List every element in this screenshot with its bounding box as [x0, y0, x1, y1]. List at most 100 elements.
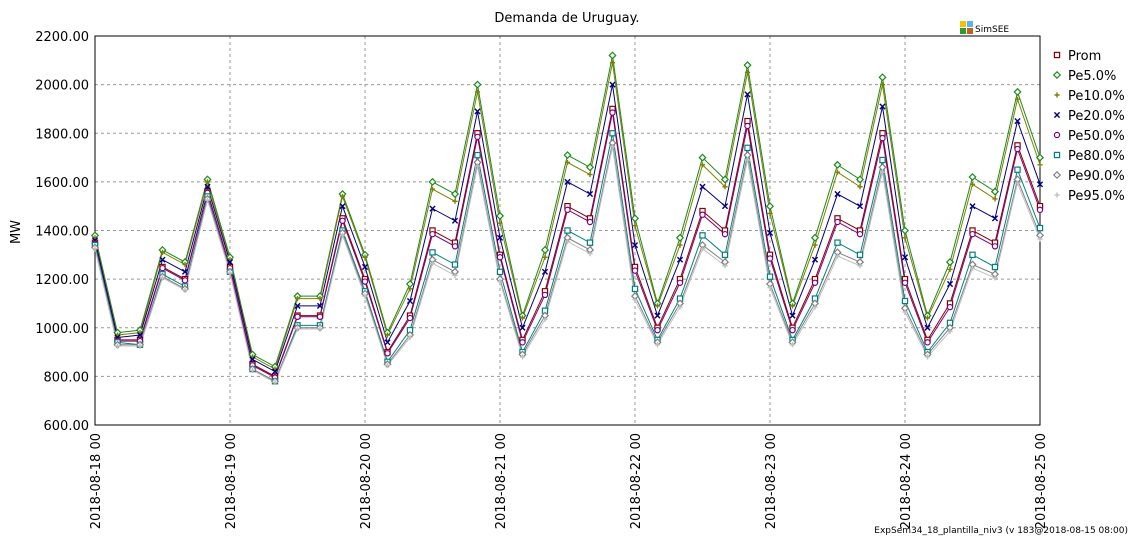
marker [587, 250, 593, 257]
marker [585, 163, 595, 172]
marker [316, 302, 324, 309]
marker [676, 279, 684, 286]
series-line [94, 62, 1041, 370]
marker [1054, 192, 1060, 198]
marker [1052, 70, 1062, 80]
marker [947, 266, 953, 272]
marker [294, 302, 301, 309]
marker [766, 229, 774, 237]
y-tick-label: 800.00 [44, 370, 90, 385]
marker [159, 264, 166, 272]
marker [451, 217, 459, 224]
marker [834, 253, 841, 259]
marker [722, 184, 728, 190]
marker [564, 227, 571, 234]
logo-icon [967, 28, 973, 34]
marker [564, 206, 571, 214]
legend-label: Pe80.0% [1068, 149, 1125, 164]
marker [384, 339, 391, 346]
marker [631, 267, 639, 274]
marker [902, 309, 908, 315]
marker [744, 91, 751, 98]
marker [429, 230, 436, 238]
marker [451, 243, 459, 250]
marker [699, 162, 706, 168]
marker [136, 331, 144, 339]
marker [699, 211, 706, 218]
footer: ExpSem34_18_plantilla_niv3 (v 183@2018-0… [874, 526, 1128, 536]
marker [339, 193, 346, 200]
marker [630, 214, 640, 223]
legend-label: Pe5.0% [1068, 69, 1116, 84]
marker [856, 230, 864, 238]
marker [654, 312, 661, 319]
y-tick-label: 1200.00 [35, 273, 89, 288]
marker [654, 303, 661, 309]
marker [767, 210, 773, 217]
marker [990, 187, 1000, 196]
x-tick-label: 2018-08-25 00 [1034, 433, 1049, 529]
marker [1013, 87, 1022, 96]
marker [721, 203, 729, 210]
marker [497, 220, 503, 226]
marker [810, 233, 820, 242]
marker [182, 261, 188, 268]
chart-title: Demanda de Uruguay. [494, 11, 639, 26]
x-tick-label: 2018-08-19 00 [224, 433, 239, 529]
marker [946, 280, 954, 288]
marker [1053, 151, 1061, 159]
marker [384, 362, 391, 369]
y-tick-label: 600.00 [44, 419, 90, 434]
marker [698, 153, 707, 162]
marker [1037, 162, 1043, 168]
marker [496, 268, 504, 276]
marker [1014, 117, 1021, 125]
y-tick-label: 2200.00 [35, 30, 89, 45]
marker [406, 297, 414, 305]
marker [361, 263, 369, 271]
x-tick-label: 2018-08-24 00 [899, 433, 914, 529]
marker [789, 342, 796, 348]
marker [407, 334, 413, 341]
marker [879, 103, 886, 110]
marker [857, 263, 863, 269]
marker [924, 339, 931, 346]
marker [767, 285, 773, 291]
marker [812, 304, 818, 310]
y-tick-label: 1600.00 [35, 176, 89, 191]
marker [743, 61, 752, 70]
marker [384, 332, 391, 338]
x-tick-label: 2018-08-22 00 [629, 433, 644, 529]
marker [991, 263, 999, 271]
marker [587, 171, 593, 178]
logo-icon [960, 21, 966, 27]
marker [992, 196, 998, 202]
marker [181, 277, 189, 284]
marker [362, 293, 368, 299]
marker [812, 242, 818, 248]
marker [901, 279, 909, 286]
marker [114, 343, 121, 349]
marker [1035, 153, 1045, 162]
marker [519, 339, 526, 346]
marker [721, 230, 729, 238]
marker [474, 133, 481, 141]
marker [249, 367, 256, 373]
marker [204, 183, 211, 190]
marker [406, 314, 414, 322]
x-tick-label: 2018-08-18 00 [89, 433, 104, 529]
marker [540, 245, 550, 254]
marker [924, 354, 931, 360]
marker [834, 239, 841, 246]
marker [541, 291, 549, 299]
marker [924, 315, 931, 321]
marker [450, 189, 460, 199]
marker [609, 130, 616, 137]
marker [834, 218, 841, 226]
marker [271, 368, 279, 375]
marker [811, 256, 819, 263]
marker [856, 203, 864, 210]
marker [519, 315, 526, 321]
marker [879, 169, 886, 175]
marker [609, 81, 616, 88]
